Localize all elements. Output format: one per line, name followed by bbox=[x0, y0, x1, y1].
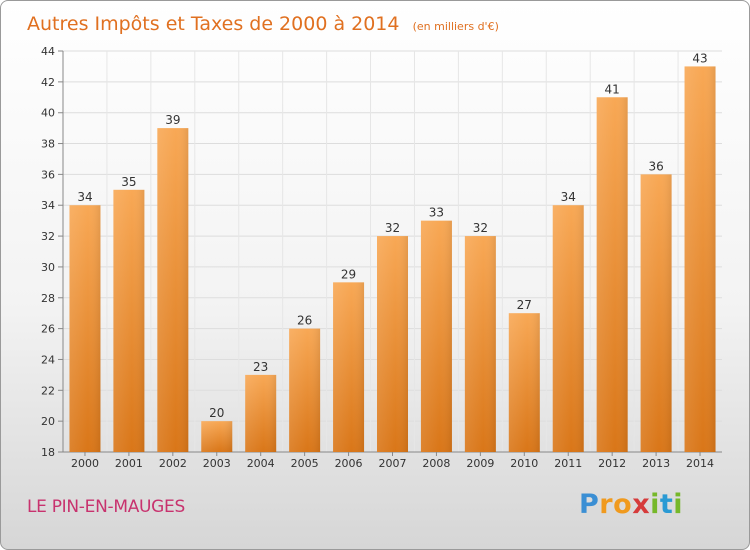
bar-shading bbox=[289, 328, 321, 452]
x-tick-label: 2006 bbox=[335, 457, 363, 470]
value-labels: 34 35 39 20 23 26 29 32 33 32 27 34 41 36 43 bbox=[77, 51, 707, 420]
bar-shading bbox=[157, 128, 189, 452]
x-tick-label: 2013 bbox=[642, 457, 670, 470]
bar-shading bbox=[552, 205, 584, 452]
bar-shading bbox=[69, 205, 101, 452]
bar-value-label: 34 bbox=[77, 190, 92, 204]
bar-value-label: 35 bbox=[121, 175, 136, 189]
y-tick-label: 26 bbox=[41, 323, 55, 336]
y-tick-label: 44 bbox=[41, 45, 55, 58]
y-tick-label: 42 bbox=[41, 76, 55, 89]
x-tick-label: 2008 bbox=[422, 457, 450, 470]
x-tick-labels: 2000 2001 2002 2003 2004 2005 2006 2007 2008 2009… bbox=[71, 457, 714, 470]
brand-letter: P bbox=[579, 489, 600, 520]
bar-value-label: 29 bbox=[341, 267, 356, 281]
bar-shading bbox=[333, 282, 365, 452]
y-tick-label: 32 bbox=[41, 230, 55, 243]
chart-unit-text: (en milliers d'€) bbox=[413, 20, 499, 33]
x-tick-label: 2001 bbox=[115, 457, 143, 470]
brand-letter: t bbox=[659, 489, 674, 520]
x-tick-label: 2003 bbox=[203, 457, 231, 470]
x-tick-label: 2004 bbox=[247, 457, 275, 470]
brand-letter: x bbox=[632, 489, 651, 520]
y-tick-label: 34 bbox=[41, 199, 55, 212]
bar-value-label: 26 bbox=[297, 314, 312, 328]
y-tick-label: 18 bbox=[41, 446, 55, 459]
bar-value-label: 43 bbox=[692, 51, 707, 65]
bar-value-label: 20 bbox=[209, 406, 224, 420]
bar-shading bbox=[113, 189, 145, 453]
bar-value-label: 23 bbox=[253, 360, 268, 374]
commune-name: LE PIN-EN-MAUGES bbox=[27, 497, 185, 517]
bar-shading bbox=[640, 174, 672, 452]
x-tick-label: 2002 bbox=[159, 457, 187, 470]
bar-shading bbox=[377, 236, 408, 452]
y-tick-label: 28 bbox=[41, 292, 55, 305]
bar-shading bbox=[464, 236, 496, 452]
x-tick-label: 2014 bbox=[686, 457, 714, 470]
x-tick-label: 2010 bbox=[510, 457, 538, 470]
bar-value-label: 41 bbox=[605, 82, 620, 96]
y-tick-label: 22 bbox=[41, 384, 55, 397]
y-tick-label: 36 bbox=[41, 168, 55, 181]
y-tick-label: 30 bbox=[41, 261, 55, 274]
x-tick-label: 2011 bbox=[554, 457, 582, 470]
x-tick-label: 2000 bbox=[71, 457, 99, 470]
x-tick-label: 2009 bbox=[466, 457, 494, 470]
bar-value-label: 34 bbox=[561, 190, 576, 204]
bar-value-label: 27 bbox=[517, 298, 532, 312]
bar-shading bbox=[508, 313, 540, 452]
brand-letter: r bbox=[599, 489, 614, 520]
bar-shading bbox=[684, 66, 716, 452]
x-tick-label: 2005 bbox=[291, 457, 319, 470]
brand-letter: i bbox=[650, 489, 660, 520]
y-tick-label: 24 bbox=[41, 353, 55, 366]
y-tick-label: 38 bbox=[41, 138, 55, 151]
brand-logo: Proxiti bbox=[579, 489, 683, 520]
chart-title: Autres Impôts et Taxes de 2000 à 2014 (e… bbox=[27, 13, 499, 35]
bar-value-label: 39 bbox=[165, 113, 180, 127]
bar-value-label: 33 bbox=[429, 206, 444, 220]
bar-shading bbox=[201, 421, 233, 452]
bar-value-label: 36 bbox=[648, 159, 663, 173]
chart-title-text: Autres Impôts et Taxes de 2000 à 2014 bbox=[27, 13, 400, 35]
brand-letter: i bbox=[673, 489, 684, 520]
bars bbox=[69, 66, 716, 453]
bar-value-label: 32 bbox=[385, 221, 400, 235]
y-tick-label: 40 bbox=[41, 107, 55, 120]
y-tick-label: 20 bbox=[41, 415, 55, 428]
y-tick-labels: 18 20 22 24 26 28 30 32 34 36 38 40 42 44 bbox=[41, 45, 55, 459]
bar-shading bbox=[420, 220, 452, 452]
bar-value-label: 32 bbox=[473, 221, 488, 235]
brand-letter: o bbox=[613, 489, 633, 520]
bar-shading bbox=[596, 97, 628, 453]
x-tick-label: 2012 bbox=[598, 457, 626, 470]
x-tick-label: 2007 bbox=[379, 457, 407, 470]
bar-shading bbox=[245, 374, 277, 452]
